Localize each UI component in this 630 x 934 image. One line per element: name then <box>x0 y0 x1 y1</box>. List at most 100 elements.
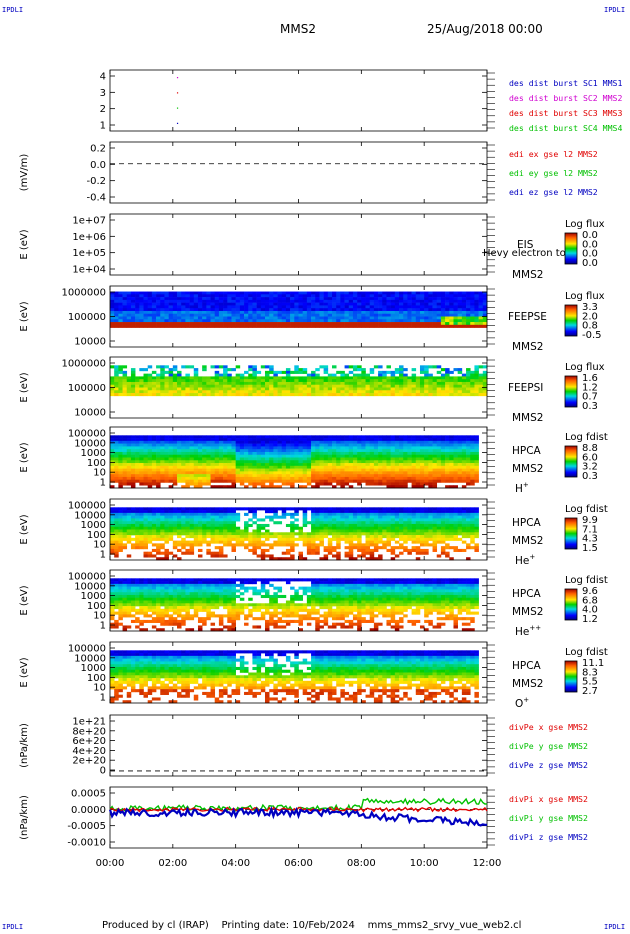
y-axis-label: E (eV) <box>19 585 30 615</box>
y-axis-label: E (eV) <box>19 657 30 687</box>
y-tick-label: 1e+07 <box>72 216 106 227</box>
y-tick-label: 0.0005 <box>71 789 106 800</box>
y-tick-label: 100000 <box>68 383 106 394</box>
y-tick-label: 1e+05 <box>72 248 106 259</box>
x-tick-label: 00:00 <box>96 858 125 869</box>
x-tick-label: 02:00 <box>158 858 187 869</box>
colorbar-title: Log fdist <box>565 575 608 586</box>
colorbar-tick-label: 0.3 <box>582 401 598 412</box>
colorbar-tick-label: 4.3 <box>582 534 598 545</box>
spacecraft-label: MMS2 <box>512 535 543 547</box>
colorbar-tick-label: 4.0 <box>582 605 598 616</box>
panel-edi: 0.2 0.0 -0.2 -0.4 (mV/m) edi ex gse l2 MMS2 ed… <box>19 141 598 204</box>
panel-frame <box>109 141 488 204</box>
colorbar-tick-label: 3.2 <box>582 462 598 473</box>
colorbar-tick-label: 1.6 <box>582 373 598 384</box>
x-tick-label: 12:00 <box>473 858 502 869</box>
y-tick-label: 1000 <box>81 663 106 674</box>
colorbar-tick-label: 9.6 <box>582 586 598 597</box>
heatmap-cells <box>110 435 479 489</box>
colorbar-tick-label: 0.7 <box>582 392 598 403</box>
colorbar <box>564 304 578 337</box>
x-tick-label: 04:00 <box>221 858 250 869</box>
footer-filename: mms_mms2_srvy_vue_web2.cl <box>367 920 522 931</box>
y-tick-label: 10000 <box>74 337 106 348</box>
y-tick-label: 1 <box>100 693 106 704</box>
colorbar-title: Log fdist <box>565 504 608 515</box>
colorbar <box>564 517 578 550</box>
legend-entry: edi ex gse l2 MMS2 <box>509 149 598 159</box>
species-label: O+ <box>515 696 529 710</box>
colorbar-title: Log fdist <box>565 647 608 658</box>
y-tick-label: 1000 <box>81 448 106 459</box>
colorbar-tick-label: 11.1 <box>582 658 604 669</box>
colorbar-tick-label: -0.5 <box>582 330 602 341</box>
spacecraft-label: MMS2 <box>512 463 543 475</box>
y-tick-label: 0.2 <box>90 144 106 155</box>
spacecraft-label: MMS2 <box>512 606 543 618</box>
legend-entry: des dist burst SC4 MMS4 <box>509 123 622 133</box>
y-tick-label: 100000 <box>68 429 106 440</box>
legend-entry: divPe z gse MMS2 <box>509 760 588 770</box>
colorbar-tick-label: 8.8 <box>582 443 598 454</box>
legend-entry: edi ey gse l2 MMS2 <box>509 168 598 178</box>
y-tick-label: 100000 <box>68 572 106 583</box>
plot-title: MMS2 <box>280 22 316 36</box>
y-tick-label: 100 <box>87 601 106 612</box>
y-axis-label: E (eV) <box>19 442 30 472</box>
y-tick-label: 100000 <box>68 644 106 655</box>
species-label: He+ <box>515 553 535 567</box>
y-tick-label: 10000 <box>74 408 106 419</box>
y-tick-label: 10 <box>93 683 106 694</box>
colorbar-tick-label: 0.0 <box>582 249 598 260</box>
panel-feepse: 1000000 100000 10000 E (eV) FEEPSE MMS2 Log fl… <box>19 285 605 353</box>
corner-label-bottom-right: IPDLI <box>604 923 626 931</box>
corner-label-top-right: IPDLI <box>604 6 626 14</box>
y-tick-label: 2 <box>100 104 106 115</box>
species-label: H+ <box>515 481 529 495</box>
heatmap-cells <box>110 507 479 561</box>
legend-entry: divPe y gse MMS2 <box>509 741 588 751</box>
y-tick-label: 100000 <box>68 312 106 323</box>
instrument-label: HPCA <box>512 588 542 600</box>
colorbar-tick-label: 6.8 <box>582 595 598 606</box>
y-tick-label: 1e+06 <box>72 232 106 243</box>
y-axis-label: E (eV) <box>19 514 30 544</box>
colorbar-tick-label: 8.3 <box>582 667 598 678</box>
corner-label-bottom-left: IPDLI <box>2 923 24 931</box>
data-point <box>176 122 179 124</box>
y-tick-label: 1 <box>100 550 106 561</box>
series-line-blue <box>108 805 488 827</box>
y-tick-label: 2e+20 <box>72 756 106 767</box>
legend-entry: divPe x gse MMS2 <box>509 722 588 732</box>
series-line-red <box>109 806 488 813</box>
instrument-label: HPCA <box>512 517 542 529</box>
y-tick-label: 1e+21 <box>72 717 106 728</box>
y-tick-label: 1 <box>100 478 106 489</box>
species-label: He++ <box>515 624 541 638</box>
legend-entry: divPi y gse MMS2 <box>509 813 588 823</box>
colorbar-tick-label: 6.0 <box>582 452 598 463</box>
x-tick-label: 08:00 <box>347 858 376 869</box>
y-tick-label: 10000 <box>74 581 106 592</box>
legend-entry: divPi z gse MMS2 <box>509 832 588 842</box>
data-point <box>176 77 179 79</box>
spacecraft-label: MMS2 <box>512 341 543 353</box>
y-tick-label: 0.0000 <box>71 805 106 816</box>
y-tick-label: 100000 <box>68 501 106 512</box>
plot-date: 25/Aug/2018 00:00 <box>427 22 543 36</box>
y-axis-label: E (eV) <box>19 301 30 331</box>
y-axis-label: (nPa/km) <box>19 795 30 840</box>
y-tick-label: 6e+20 <box>72 736 106 747</box>
colorbar-tick-label: 1.5 <box>582 543 598 554</box>
y-tick-label: -0.0005 <box>67 821 106 832</box>
y-tick-label: 0 <box>100 766 106 777</box>
y-tick-label: 0.0 <box>90 160 106 171</box>
legend-entry: edi ez gse l2 MMS2 <box>509 187 598 197</box>
y-tick-label: 8e+20 <box>72 726 106 737</box>
y-axis-label: (mV/m) <box>19 154 30 192</box>
